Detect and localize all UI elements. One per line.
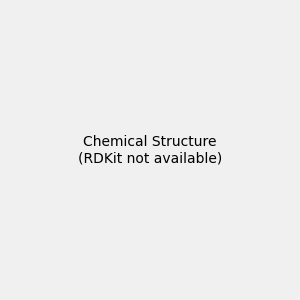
Text: Chemical Structure
(RDKit not available): Chemical Structure (RDKit not available) xyxy=(78,135,222,165)
